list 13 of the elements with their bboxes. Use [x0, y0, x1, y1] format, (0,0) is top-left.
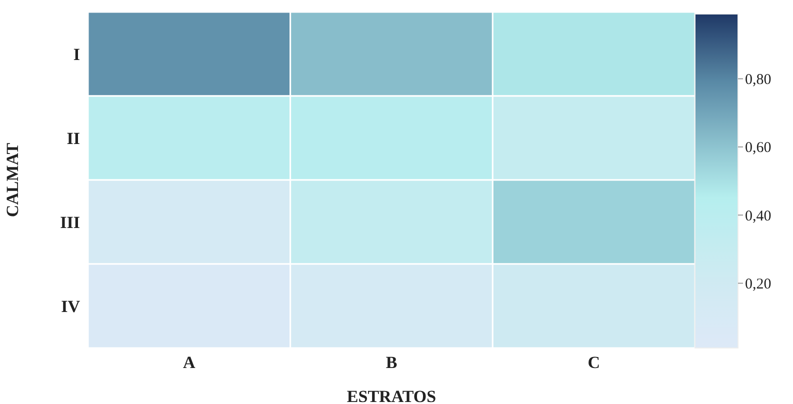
- color-bar-label: 0,60: [745, 140, 772, 156]
- x-tick-label: A: [183, 353, 196, 372]
- y-tick-label: IV: [61, 297, 81, 316]
- color-bar-label: 0,80: [745, 72, 772, 88]
- y-tick-label: III: [60, 213, 80, 232]
- x-tick-label: C: [588, 353, 600, 372]
- y-axis-title: CALMAT: [3, 142, 22, 218]
- y-tick-label: II: [66, 129, 80, 148]
- y-tick-label: I: [73, 45, 80, 64]
- color-bar-label: 0,20: [745, 276, 772, 293]
- x-axis-title: ESTRATOS: [346, 387, 436, 404]
- x-tick-label: B: [386, 353, 398, 372]
- color-bar-label: 0,40: [745, 208, 772, 224]
